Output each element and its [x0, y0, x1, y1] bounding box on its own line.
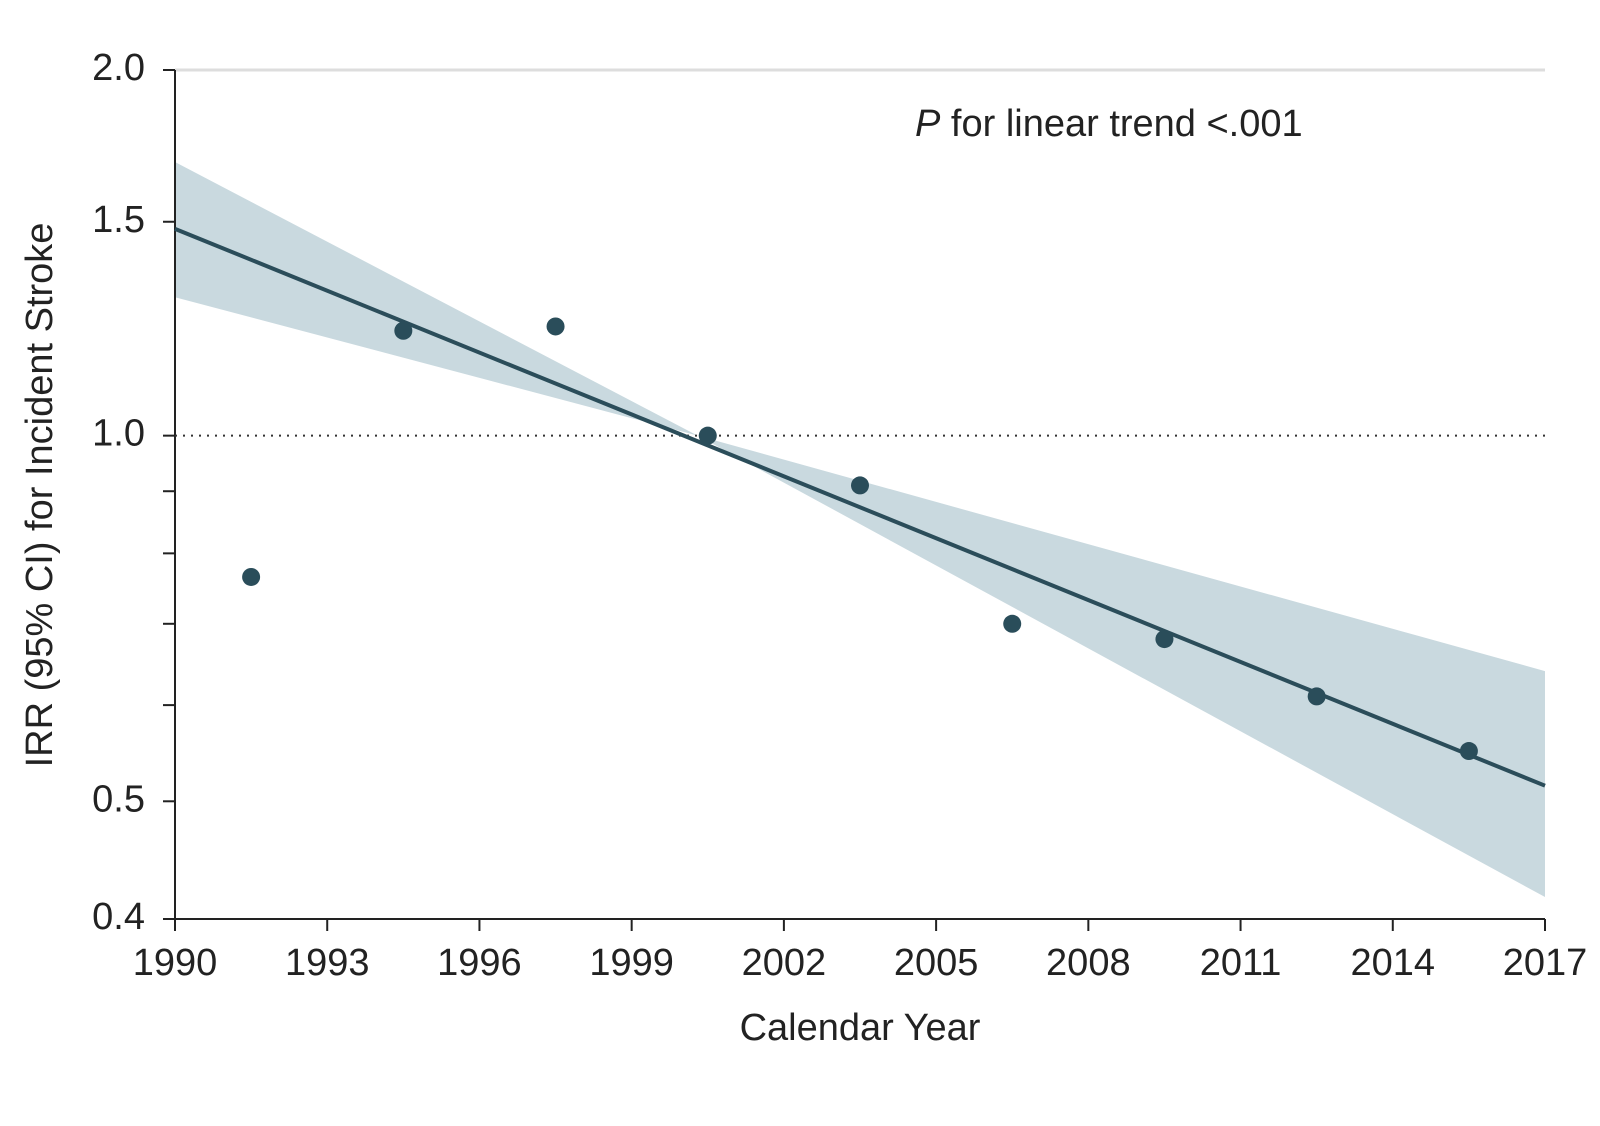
x-axis-title: Calendar Year: [740, 1007, 981, 1049]
x-tick-label: 2011: [1200, 942, 1282, 984]
x-tick-label: 2005: [894, 942, 979, 984]
x-tick-label: 2014: [1351, 942, 1436, 984]
confidence-band: [175, 161, 1545, 898]
x-tick-label: 2008: [1046, 942, 1131, 984]
x-tick-label: 1993: [285, 942, 370, 984]
x-tick-label: 1996: [437, 942, 522, 984]
point: [1307, 687, 1326, 706]
x-tick-label: 1999: [589, 942, 674, 984]
x-tick-label: 1990: [133, 942, 218, 984]
point: [698, 426, 717, 445]
point: [1003, 614, 1022, 633]
annotation: P for linear trend <.001: [915, 103, 1303, 145]
x-tick-label: 2002: [742, 942, 827, 984]
y-tick-label: 2.0: [92, 47, 145, 89]
point: [546, 317, 565, 336]
y-tick-label: 1.0: [92, 413, 145, 455]
point: [1155, 630, 1174, 649]
y-axis-title: IRR (95% CI) for Incident Stroke: [19, 223, 61, 768]
point: [851, 476, 869, 495]
y-tick-label: 1.5: [92, 199, 145, 241]
y-tick-label: 0.5: [92, 778, 145, 820]
annotation-italic: P: [915, 103, 941, 145]
y-tick-label: 0.4: [92, 896, 145, 938]
annotation-text: for linear trend <.001: [951, 103, 1303, 145]
x-tick-label: 2017: [1503, 942, 1588, 984]
point: [394, 321, 413, 340]
point: [1459, 742, 1478, 761]
point: [242, 567, 261, 586]
trend-line: [174, 226, 1546, 788]
